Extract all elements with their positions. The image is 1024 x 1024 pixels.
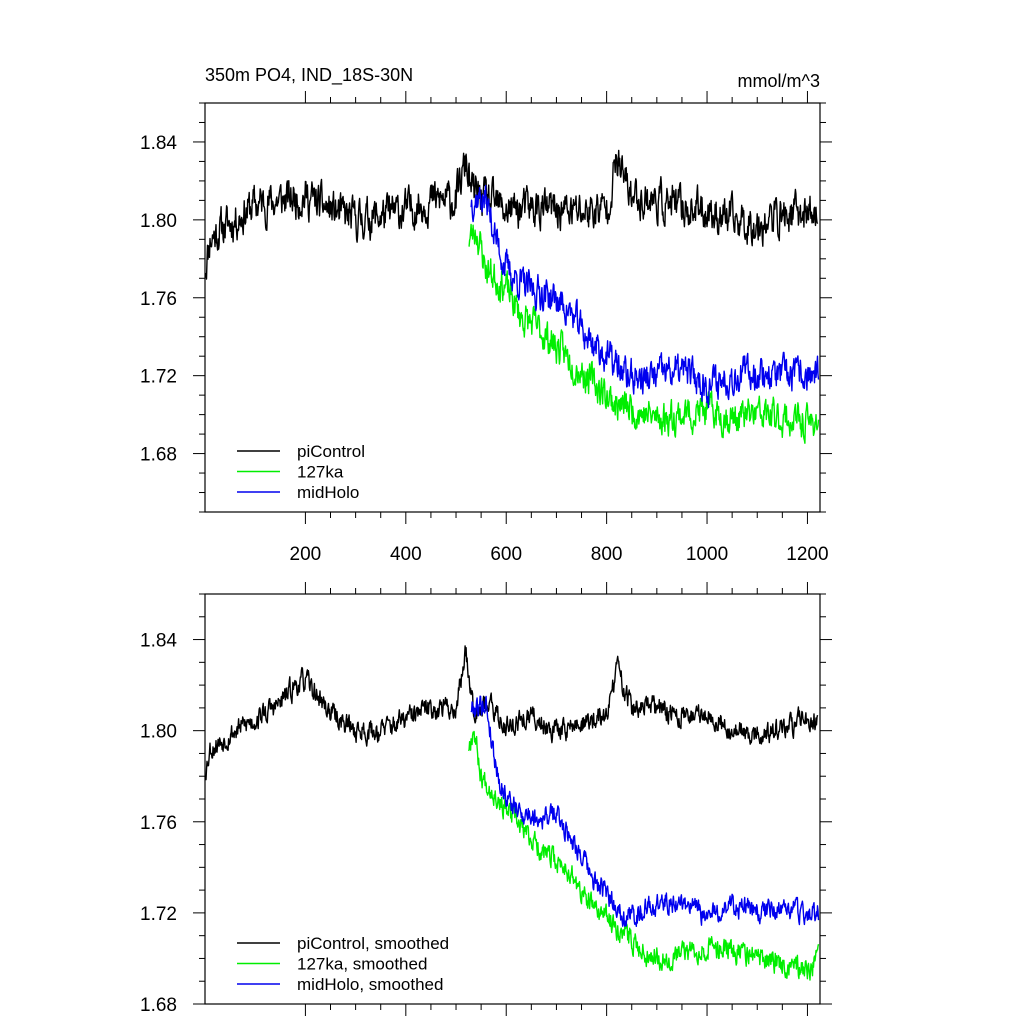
legend-label: midHolo, smoothed: [297, 975, 443, 994]
legend-label: piControl, smoothed: [297, 934, 449, 953]
y-tick-label: 1.80: [140, 211, 177, 232]
top-panel: 200 400 600 800 1000 1200 1.68 1.72 1.76 1.80 1.84…: [140, 65, 832, 565]
bottom-panel: 1.68 1.72 1.76 1.80 1.84 piControl, smoothed 1…: [140, 582, 832, 1016]
y-tick-label: 1.76: [140, 813, 177, 834]
series-line-midholo-smoothed: [470, 695, 820, 927]
legend-label: 127ka, smoothed: [297, 955, 427, 974]
series-group: [205, 645, 820, 981]
y-tick-label: 1.84: [140, 133, 177, 154]
series-line-127ka-smoothed: [467, 730, 820, 981]
series-line-picontrol: [205, 149, 819, 280]
y-tick-label: 1.80: [140, 722, 177, 743]
x-tick-label: 1000: [686, 544, 728, 565]
y-tick-label: 1.68: [140, 995, 177, 1016]
x-tick-label: 800: [591, 544, 623, 565]
x-tick-label: 400: [390, 544, 422, 565]
x-tick-label: 1200: [786, 544, 828, 565]
legend-label: 127ka: [297, 463, 344, 482]
y-tick-label: 1.72: [140, 367, 177, 388]
units-label: mmol/m^3: [738, 71, 820, 91]
series-line-picontrol-smoothed: [205, 645, 819, 781]
chart-title: 350m PO4, IND_18S-30N: [205, 65, 413, 86]
y-tick-label: 1.76: [140, 289, 177, 310]
y-tick-label: 1.72: [140, 904, 177, 925]
legend-label: midHolo: [297, 483, 359, 502]
legend: piControl, smoothed 127ka, smoothedmidHol…: [237, 934, 449, 994]
y-tick-label: 1.84: [140, 631, 177, 652]
legend-label: piControl: [297, 442, 365, 461]
x-tick-label: 200: [290, 544, 322, 565]
plot-frame: [204, 102, 821, 513]
series-group: [205, 149, 820, 444]
series-line-midholo: [470, 185, 820, 409]
y-tick-label: 1.68: [140, 445, 177, 466]
x-tick-label: 600: [490, 544, 522, 565]
series-line-127ka: [468, 223, 820, 444]
